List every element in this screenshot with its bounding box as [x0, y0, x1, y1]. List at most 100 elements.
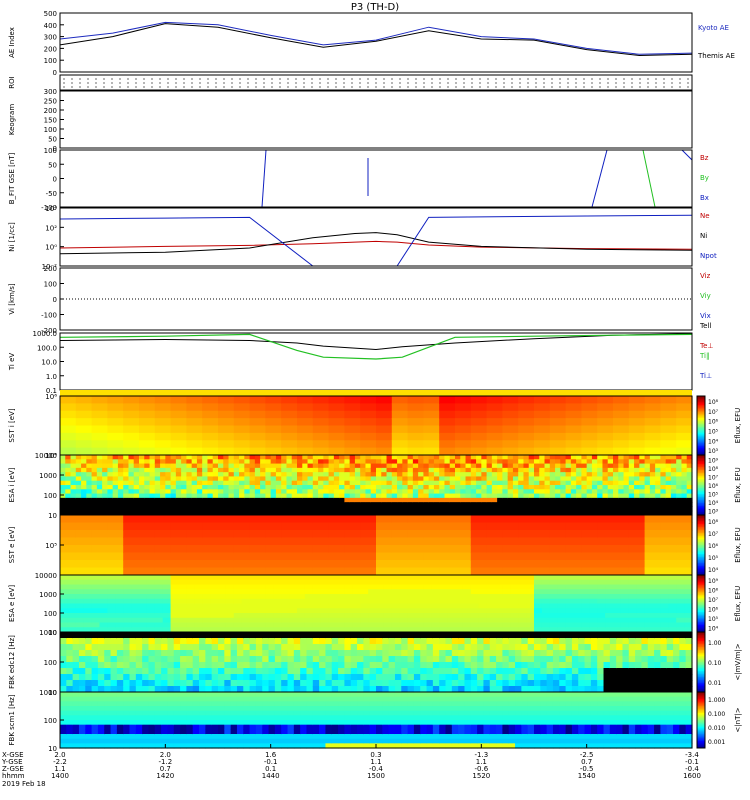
roi-flag-dot — [615, 78, 617, 80]
ni-series-line — [60, 232, 692, 255]
ti-panel-frame — [59, 332, 693, 391]
x-axis-value: -2.5 — [580, 751, 594, 759]
roi-flag-dot — [439, 82, 441, 84]
roi-flag-dot — [247, 86, 249, 88]
roi-flag-dot — [471, 86, 473, 88]
colorbar-eflux-1-tick: 10³ — [708, 448, 719, 455]
roi-flag-dot — [351, 86, 353, 88]
roi-flag-dot — [463, 86, 465, 88]
roi-flag-dot — [607, 82, 609, 84]
x-axis-row-label: Y-GSE — [1, 758, 23, 766]
roi-flag-dot — [407, 86, 409, 88]
vi-label: 100 — [44, 281, 57, 289]
ni-label: 10⁻² — [42, 263, 58, 271]
roi-flag-dot — [463, 82, 465, 84]
roi-flag-dot — [239, 78, 241, 80]
fbk_b-ylabel: FBK scm1 [Hz] — [8, 694, 16, 745]
keogram-label: 150 — [44, 117, 57, 125]
colorbar-fbk-b — [696, 691, 706, 749]
x-axis-value: 0.7 — [581, 758, 592, 766]
roi-flag-dot — [471, 78, 473, 80]
roi-flag-dot — [127, 82, 129, 84]
x-axis-value: -0.1 — [264, 758, 278, 766]
roi-flag-dot — [279, 82, 281, 84]
roi-flag-dot — [423, 86, 425, 88]
bfit-legend-bz: Bz — [700, 154, 709, 162]
roi-flag-dot — [175, 78, 177, 80]
fbk-bfield-spectrogram — [60, 692, 693, 749]
vi-label: 200 — [44, 265, 57, 273]
colorbar-eflux-4-tick: 10⁸ — [708, 587, 719, 594]
roi-flag-dot — [583, 86, 585, 88]
vi-label: -200 — [41, 327, 57, 335]
roi-panel-frame — [59, 74, 693, 91]
roi-flag-dot — [223, 86, 225, 88]
roi-flag-dot — [599, 82, 601, 84]
roi-flag-dot — [655, 78, 657, 80]
roi-flag-dot — [95, 86, 97, 88]
roi-ylabel: ROI — [8, 76, 16, 88]
bfit-label: 0 — [53, 176, 57, 184]
roi-flag-dot — [679, 86, 681, 88]
roi-flag-dot — [551, 86, 553, 88]
roi-flag-dot — [423, 82, 425, 84]
colorbar-eflux-2-label: Eflux, EFU — [734, 467, 742, 502]
x-axis-value: 1420 — [156, 772, 174, 780]
sst_i-ylabel: SST i [eV] — [8, 408, 16, 442]
esa-ion-spectrogram — [60, 455, 693, 516]
roi-flag-dot — [63, 78, 65, 80]
roi-flag-dot — [327, 82, 329, 84]
roi-flag-dot — [599, 86, 601, 88]
ae-label: 0 — [53, 69, 57, 77]
colorbar-eflux-1-tick: 10⁷ — [708, 409, 719, 416]
colorbar-eflux-4-label: Eflux, EFU — [734, 586, 742, 621]
vi-legend-viz: Viz — [700, 272, 711, 280]
roi-flag-dot — [471, 82, 473, 84]
ni-legend-ne: Ne — [700, 212, 710, 220]
ti-ylabel: Ti eV — [8, 353, 16, 372]
colorbar-eflux-3-tick: 10⁵ — [708, 555, 719, 562]
colorbar-eflux-4-tick: 10⁵ — [708, 616, 719, 623]
roi-flag-dot — [215, 86, 217, 88]
colorbar-fbk-e-tick: 0.01 — [708, 680, 722, 687]
ti-legend-tell: Tell — [699, 322, 711, 330]
roi-flag-dot — [671, 86, 673, 88]
roi-flag-dot — [631, 82, 633, 84]
roi-flag-dot — [87, 82, 89, 84]
roi-flag-dot — [543, 86, 545, 88]
roi-flag-dot — [447, 82, 449, 84]
roi-flag-dot — [647, 82, 649, 84]
roi-flag-dot — [343, 78, 345, 80]
colorbar-fbk-e — [696, 631, 706, 693]
roi-flag-dot — [79, 86, 81, 88]
roi-flag-dot — [295, 78, 297, 80]
roi-flag-dot — [271, 78, 273, 80]
roi-flag-dot — [415, 82, 417, 84]
ti-label: 0.1 — [46, 387, 57, 395]
colorbar-fbk-b-tick: 0.100 — [708, 711, 725, 718]
fbk_e-label: 1000 — [39, 629, 57, 637]
esa_e-ylabel: ESA e [eV] — [8, 585, 16, 622]
roi-flag-dot — [655, 86, 657, 88]
colorbar-eflux-3-tick: 10⁸ — [708, 519, 719, 526]
roi-flag-dot — [519, 78, 521, 80]
roi-flag-dot — [119, 78, 121, 80]
x-axis-value: 1400 — [51, 772, 69, 780]
roi-flag-dot — [199, 82, 201, 84]
ni-series-line — [60, 214, 692, 266]
roi-flag-dot — [263, 82, 265, 84]
roi-flag-dot — [671, 82, 673, 84]
ni-series-line — [60, 240, 692, 250]
bfit-legend-bx: Bx — [700, 194, 709, 202]
ti-series-line — [60, 333, 692, 351]
roi-flag-dot — [335, 86, 337, 88]
bfit-label: -100 — [41, 204, 57, 212]
keogram-label: 300 — [44, 88, 57, 96]
bfit-bx-trace — [681, 150, 692, 161]
roi-flag-dot — [591, 86, 593, 88]
roi-flag-dot — [319, 78, 321, 80]
roi-flag-dot — [527, 82, 529, 84]
ni-label: 10⁰ — [45, 244, 57, 252]
roi-flag-dot — [103, 78, 105, 80]
roi-flag-dot — [191, 78, 193, 80]
